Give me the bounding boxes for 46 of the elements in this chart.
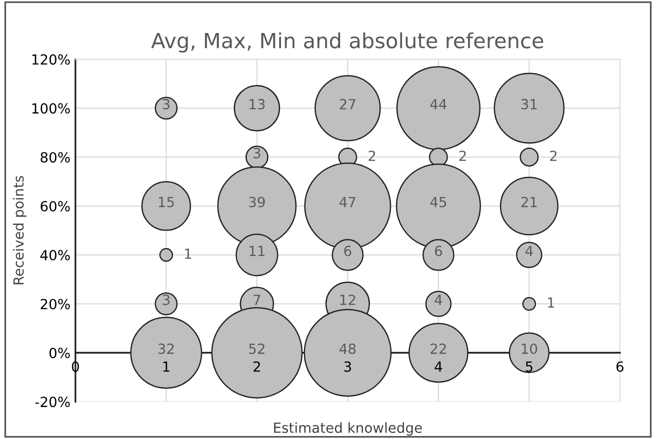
data-label: 48 [340, 344, 356, 354]
y-tick-label: 20% [40, 298, 70, 310]
data-label: 12 [340, 294, 356, 305]
data-label: 39 [249, 196, 265, 208]
chart-title: Avg, Max, Min and absolute reference [151, 32, 544, 52]
x-tick-label: 3 [344, 361, 351, 372]
data-label: 21 [521, 196, 537, 208]
x-tick-label: 4 [434, 362, 442, 372]
data-label: 27 [340, 98, 356, 110]
data-label: 15 [158, 196, 174, 208]
data-label: 3 [254, 148, 260, 158]
data-label: 10 [522, 344, 538, 354]
data-label: 13 [250, 98, 265, 110]
x-tick-label: 5 [526, 362, 532, 372]
data-label: 7 [254, 294, 260, 305]
x-tick-label: 1 [163, 362, 170, 372]
y-tick-label: 80% [40, 152, 70, 163]
data-label: 22 [430, 344, 446, 354]
data-label: 4 [525, 246, 533, 256]
y-tick-label: 100% [32, 103, 70, 114]
x-tick-label: 6 [616, 361, 624, 372]
data-label: 3 [162, 98, 170, 110]
data-label: 4 [434, 294, 442, 305]
y-tick-label: 0% [49, 348, 70, 358]
data-label: 32 [158, 344, 174, 354]
data-label: 1 [548, 298, 554, 308]
y-axis-title: Received points [12, 176, 26, 284]
data-label: 6 [344, 246, 352, 256]
data-label: 2 [368, 150, 376, 161]
data-label: 6 [434, 246, 442, 256]
y-tick-label: 60% [40, 200, 70, 212]
y-tick-label: 120% [32, 54, 70, 65]
data-label: 1 [185, 248, 192, 259]
data-label: 31 [521, 98, 537, 110]
y-tick-label: -20% [35, 396, 70, 408]
y-tick-label: 40% [40, 250, 70, 260]
data-label: 45 [430, 196, 446, 208]
data-label: 44 [430, 99, 446, 110]
x-tick-label: 2 [254, 361, 260, 372]
x-axis-title: Estimated knowledge [274, 422, 422, 436]
data-label: 3 [162, 294, 170, 306]
data-label: 52 [249, 344, 264, 354]
data-label: 2 [459, 150, 466, 161]
data-label: 47 [340, 196, 356, 208]
data-label: 11 [250, 246, 264, 256]
data-label: 2 [550, 150, 557, 161]
